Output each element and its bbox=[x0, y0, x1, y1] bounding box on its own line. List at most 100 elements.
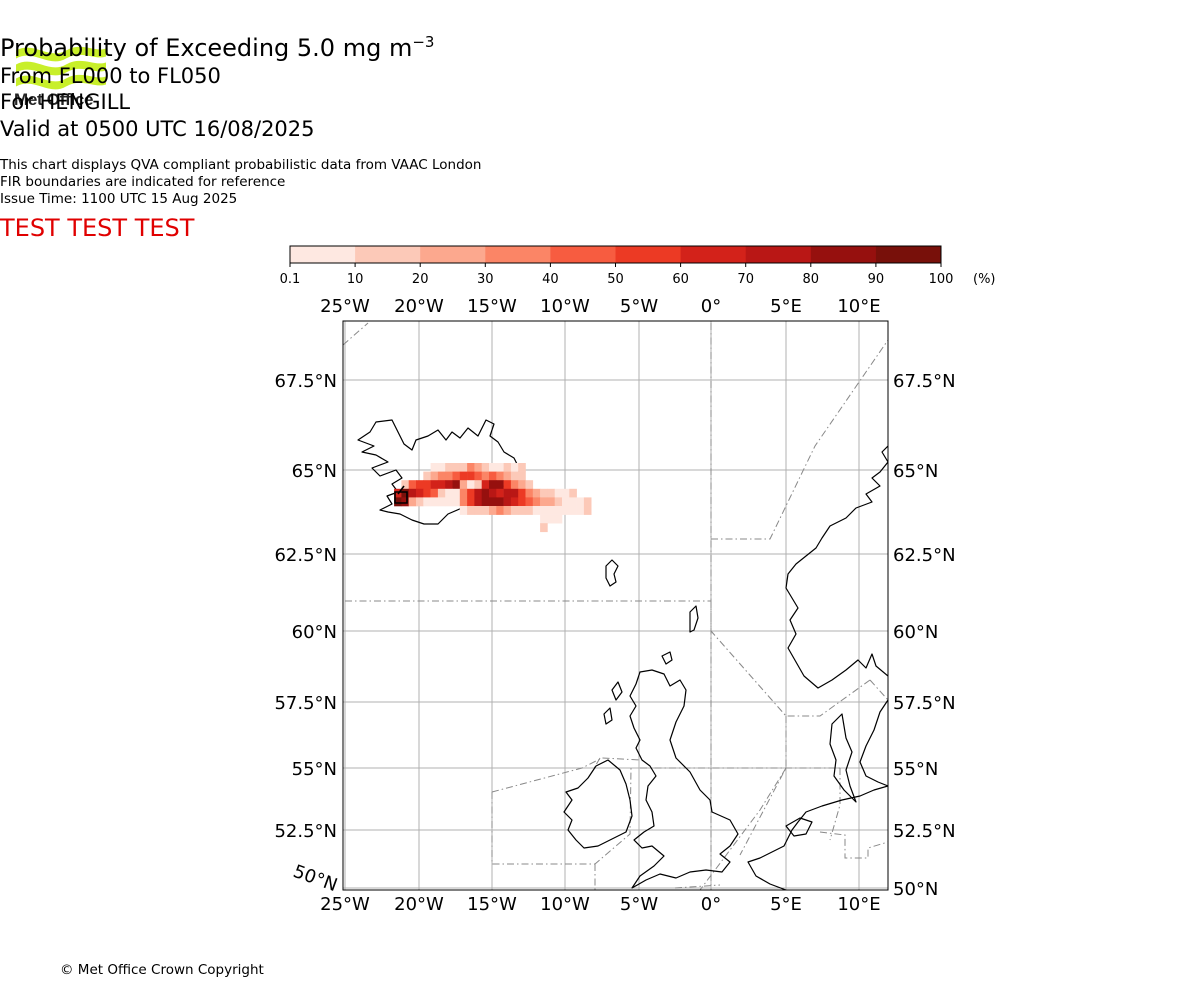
probability-cell bbox=[416, 488, 424, 498]
probability-cell bbox=[554, 497, 563, 507]
longitude-label: 15°W bbox=[467, 894, 517, 915]
probability-cell bbox=[540, 488, 548, 498]
colorbar-tick-label: 30 bbox=[477, 272, 494, 287]
probability-cell bbox=[437, 463, 446, 472]
latitude-label: 52.5°N bbox=[893, 821, 956, 842]
probability-cell bbox=[481, 471, 490, 481]
longitude-label: 10°E bbox=[837, 296, 880, 317]
probability-cell bbox=[503, 506, 512, 515]
probability-cell bbox=[583, 506, 592, 515]
probability-cell bbox=[437, 497, 446, 507]
probability-cell bbox=[474, 506, 482, 515]
latitude-label: 67.5°N bbox=[893, 371, 956, 392]
latitude-label: 55°N bbox=[893, 759, 938, 780]
corner-latitude-label: 50°N bbox=[290, 861, 340, 896]
probability-cell bbox=[583, 497, 592, 507]
probability-cell bbox=[562, 488, 570, 498]
probability-cell bbox=[510, 506, 519, 515]
probability-cell bbox=[503, 463, 512, 472]
probability-cell bbox=[467, 463, 475, 472]
probability-cell bbox=[459, 506, 468, 515]
probability-cell bbox=[518, 463, 526, 472]
colorbar-bin bbox=[420, 246, 486, 263]
colorbar-bin bbox=[680, 246, 747, 263]
probability-cell bbox=[423, 471, 431, 481]
probability-cell bbox=[547, 514, 555, 524]
probability-cell bbox=[452, 480, 461, 490]
norway-coastline bbox=[785, 445, 888, 689]
probability-cell bbox=[562, 497, 570, 507]
probability-cell bbox=[489, 506, 497, 515]
probability-cell bbox=[430, 497, 439, 507]
colorbar-tick-label: 10 bbox=[347, 272, 364, 287]
probability-cell bbox=[474, 480, 482, 490]
probability-cell bbox=[430, 471, 439, 481]
probability-cell bbox=[452, 463, 461, 472]
probability-cell bbox=[496, 480, 504, 490]
colorbar-bin bbox=[485, 246, 551, 263]
fir-boundaries bbox=[343, 322, 888, 890]
probability-cell bbox=[401, 497, 409, 507]
valid-time: Valid at 0500 UTC 16/08/2025 bbox=[0, 117, 315, 141]
probability-cell bbox=[430, 463, 439, 472]
probability-cell bbox=[423, 480, 431, 490]
longitude-labels-top: 25°W 20°W 15°W 10°W 5°W 0° 5°E 10°E bbox=[320, 296, 880, 317]
latitude-label: 60°N bbox=[292, 622, 337, 643]
probability-cell bbox=[510, 471, 519, 481]
info-line-1: This chart displays QVA compliant probab… bbox=[0, 157, 482, 173]
probability-cell bbox=[518, 506, 526, 515]
probability-cell bbox=[503, 497, 512, 507]
probability-cell bbox=[481, 480, 490, 490]
latitude-label: 57.5°N bbox=[274, 693, 337, 714]
probability-cell bbox=[510, 480, 519, 490]
longitude-label: 5°W bbox=[620, 296, 658, 317]
probability-cell bbox=[437, 488, 446, 498]
probability-cell bbox=[430, 480, 439, 490]
probability-cell bbox=[496, 463, 504, 472]
colorbar-bin bbox=[875, 246, 942, 263]
probability-cell bbox=[496, 506, 504, 515]
probability-cell bbox=[416, 480, 424, 490]
probability-cell bbox=[496, 471, 504, 481]
probability-cell bbox=[562, 506, 570, 515]
probability-cell bbox=[547, 506, 555, 515]
colorbar-tick-label: 40 bbox=[542, 272, 559, 287]
probability-cell bbox=[540, 506, 548, 515]
longitude-label: 10°E bbox=[837, 894, 880, 915]
probability-cell bbox=[554, 488, 563, 498]
latitude-label: 50°N bbox=[893, 879, 938, 900]
probability-cell bbox=[510, 463, 519, 472]
probability-cell bbox=[452, 497, 461, 507]
probability-cell bbox=[532, 497, 541, 507]
probability-cell bbox=[408, 488, 417, 498]
colorbar-bin bbox=[550, 246, 616, 263]
latitude-label: 60°N bbox=[893, 622, 938, 643]
probability-cell bbox=[554, 506, 563, 515]
probability-cell bbox=[540, 523, 548, 533]
colorbar-tick-label: 70 bbox=[737, 272, 754, 287]
probability-cell bbox=[503, 480, 512, 490]
latitude-label: 62.5°N bbox=[274, 545, 337, 566]
colorbar-bin bbox=[355, 246, 421, 263]
longitude-labels-bottom: 25°W 20°W 15°W 10°W 5°W 0° 5°E 10°E bbox=[320, 894, 880, 915]
probability-cell bbox=[474, 488, 482, 498]
probability-cell bbox=[430, 488, 439, 498]
longitude-label: 20°W bbox=[394, 894, 444, 915]
probability-cell bbox=[525, 497, 534, 507]
longitude-label: 25°W bbox=[320, 894, 370, 915]
probability-cell bbox=[401, 488, 409, 498]
probability-cell bbox=[437, 480, 446, 490]
probability-cell bbox=[489, 497, 497, 507]
latitude-labels-left: 67.5°N 65°N 62.5°N 60°N 57.5°N 55°N 52.5°N bbox=[274, 371, 337, 842]
probability-cell bbox=[503, 488, 512, 498]
probability-cell bbox=[489, 480, 497, 490]
probability-cell bbox=[503, 471, 512, 481]
probability-cell bbox=[532, 488, 541, 498]
probability-cell bbox=[496, 488, 504, 498]
latitude-label: 55°N bbox=[292, 759, 337, 780]
probability-cell bbox=[576, 506, 585, 515]
probability-cell bbox=[518, 471, 526, 481]
probability-cell bbox=[569, 488, 577, 498]
probability-cell bbox=[540, 497, 548, 507]
met-office-waves-icon bbox=[16, 46, 106, 90]
